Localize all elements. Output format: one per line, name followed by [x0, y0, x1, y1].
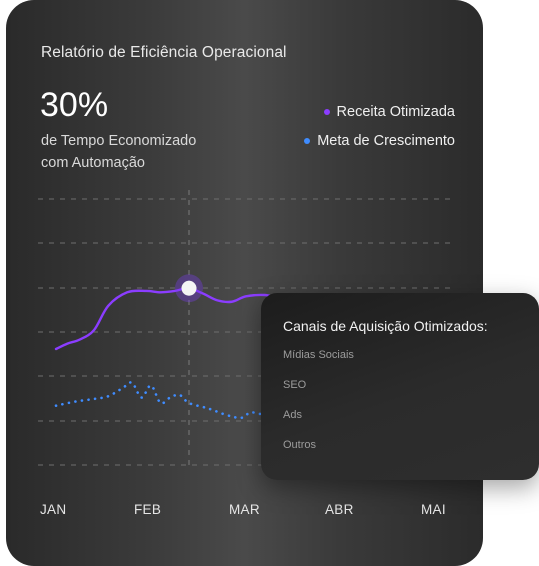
- stat-caption-line2: com Automação: [41, 155, 145, 171]
- legend-label: Meta de Crescimento: [317, 133, 455, 149]
- x-tick-mai: MAI: [421, 502, 446, 517]
- stat-caption: de Tempo Economizado com Automação: [41, 130, 241, 174]
- channel-item-seo[interactable]: SEO: [283, 379, 307, 391]
- chart-legend: Receita Otimizada Meta de Crescimento: [304, 102, 455, 160]
- x-tick-feb: FEB: [134, 502, 162, 517]
- line-chart: [38, 190, 456, 468]
- x-tick-jan: JAN: [40, 502, 67, 517]
- channel-item-ads[interactable]: Ads: [283, 409, 302, 421]
- stat-value: 30%: [40, 86, 109, 124]
- stat-caption-line1: de Tempo Economizado: [41, 133, 197, 149]
- channel-item-outros[interactable]: Outros: [283, 439, 317, 451]
- panel-title: Canais de Aquisição Otimizados:: [283, 318, 488, 334]
- report-card: Relatório de Eficiência Operacional 30% …: [6, 0, 483, 566]
- channel-item-social[interactable]: Mídias Sociais: [283, 349, 354, 361]
- x-tick-mar: MAR: [229, 502, 260, 517]
- acquisition-channels-panel: Canais de Aquisição Otimizados: Mídias S…: [261, 293, 539, 480]
- legend-label: Receita Otimizada: [336, 104, 455, 120]
- report-title: Relatório de Eficiência Operacional: [41, 44, 287, 61]
- legend-item-meta[interactable]: Meta de Crescimento: [304, 131, 455, 151]
- legend-dot-blue-icon: [304, 138, 311, 144]
- legend-dot-purple-icon: [323, 109, 330, 115]
- legend-item-receita[interactable]: Receita Otimizada: [304, 102, 455, 122]
- series-line-meta: [54, 381, 276, 420]
- x-tick-abr: ABR: [325, 502, 354, 517]
- series-line-receita: [54, 287, 276, 351]
- highlight-marker-dot: [181, 280, 197, 296]
